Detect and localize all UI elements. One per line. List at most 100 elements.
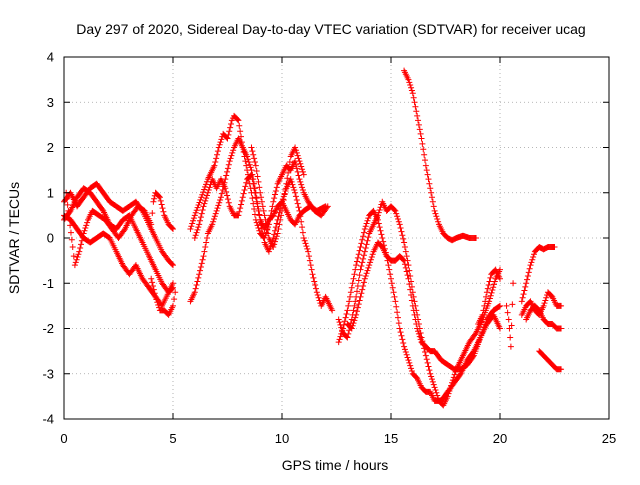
data-point — [68, 236, 75, 243]
data-point — [414, 325, 421, 332]
data-point — [518, 298, 525, 305]
data-point — [155, 301, 162, 308]
data-point — [250, 180, 257, 187]
data-point — [393, 303, 400, 310]
data-point — [191, 212, 198, 219]
y-tick-label: -2 — [42, 321, 54, 336]
data-point — [289, 181, 296, 188]
data-point — [394, 314, 401, 321]
data-point — [169, 261, 176, 268]
data-point — [295, 204, 302, 211]
data-point — [398, 228, 405, 235]
data-point — [523, 280, 530, 287]
data-point — [483, 289, 490, 296]
data-point — [362, 244, 369, 251]
x-axis-label: GPS time / hours — [282, 457, 389, 473]
data-point — [558, 302, 565, 309]
data-point — [286, 158, 293, 165]
data-point — [402, 349, 409, 356]
data-point — [359, 286, 366, 293]
data-point — [159, 205, 166, 212]
data-point — [409, 302, 416, 309]
data-point — [248, 171, 255, 178]
data-point — [418, 135, 425, 142]
data-point — [422, 349, 429, 356]
data-point — [300, 171, 307, 178]
x-tick-label: 0 — [60, 431, 67, 446]
data-point — [397, 225, 404, 232]
data-point — [403, 268, 410, 275]
series-12 — [401, 67, 480, 244]
data-point — [209, 221, 216, 228]
data-point — [297, 178, 304, 185]
x-tick-label: 20 — [493, 431, 507, 446]
data-point — [82, 225, 89, 232]
data-point — [217, 139, 224, 146]
data-point — [201, 200, 208, 207]
data-point — [256, 184, 263, 191]
data-point — [416, 333, 423, 340]
data-point — [77, 244, 84, 251]
data-point — [396, 221, 403, 228]
data-point — [520, 291, 527, 298]
data-point — [258, 194, 265, 201]
data-point — [277, 216, 284, 223]
data-point — [237, 128, 244, 135]
data-point — [199, 206, 206, 213]
data-point — [393, 210, 400, 217]
data-point — [376, 206, 383, 213]
data-point — [236, 208, 243, 215]
data-point — [259, 230, 266, 237]
data-point — [421, 151, 428, 158]
series-4 — [148, 275, 179, 318]
data-point — [194, 278, 201, 285]
data-point — [246, 161, 253, 168]
data-point — [234, 116, 241, 123]
data-point — [422, 162, 429, 169]
data-point — [376, 224, 383, 231]
data-point — [211, 162, 218, 169]
series-11 — [344, 239, 503, 373]
data-point — [310, 274, 317, 281]
data-point — [375, 220, 382, 227]
data-point — [265, 248, 272, 255]
data-point — [203, 239, 210, 246]
data-point — [149, 210, 156, 217]
data-point — [238, 201, 245, 208]
series-18 — [536, 348, 565, 373]
data-point — [434, 215, 441, 222]
data-point — [348, 316, 355, 323]
data-point — [261, 212, 268, 219]
data-point — [195, 224, 202, 231]
series-8 — [248, 144, 307, 251]
data-point — [380, 238, 387, 245]
data-point — [386, 266, 393, 273]
axis-ticks: 0 5 10 15 20 25 -4 -3 -2 -1 0 1 2 3 4 — [42, 50, 616, 447]
data-point — [349, 322, 356, 329]
data-point — [417, 336, 424, 343]
data-point — [525, 269, 532, 276]
data-point — [356, 272, 363, 279]
data-point — [356, 247, 363, 254]
data-point — [503, 302, 510, 309]
data-point — [364, 217, 371, 224]
data-point — [367, 256, 374, 263]
data-point — [225, 131, 232, 138]
data-point — [431, 384, 438, 391]
data-point — [255, 225, 262, 232]
data-point — [169, 225, 176, 232]
data-point — [66, 215, 73, 222]
data-point — [202, 244, 209, 251]
data-point — [270, 198, 277, 205]
data-point — [407, 362, 414, 369]
data-point — [359, 259, 366, 266]
data-point — [408, 292, 415, 299]
data-point — [353, 288, 360, 295]
data-point — [369, 251, 376, 258]
data-point — [156, 193, 163, 200]
data-point — [249, 176, 256, 183]
data-point — [187, 225, 194, 232]
data-point — [337, 333, 344, 340]
